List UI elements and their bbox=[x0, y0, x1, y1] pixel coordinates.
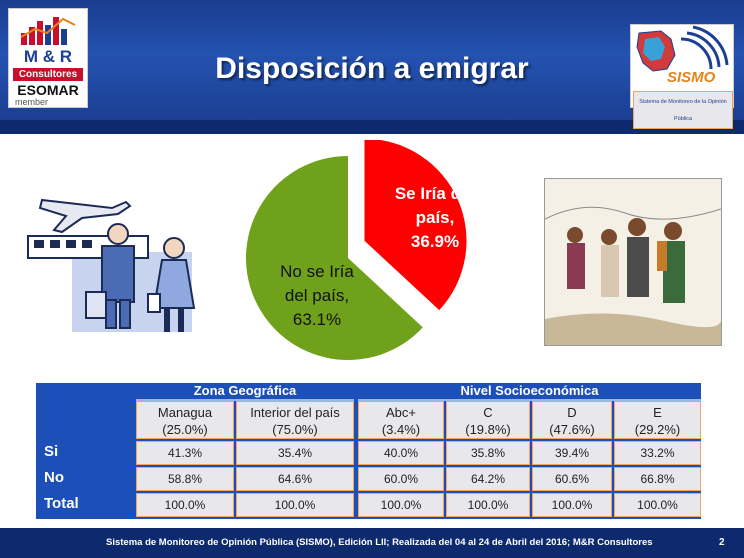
table-cell: 100.0% bbox=[614, 493, 701, 517]
man-with-luggage-icon bbox=[85, 223, 135, 329]
pie-label-si-line1: Se Iría del bbox=[394, 184, 476, 203]
table-cell: 35.4% bbox=[236, 441, 354, 465]
sub-header-d: D (47.6%) bbox=[532, 401, 612, 439]
sub-header-text: Interior del país bbox=[250, 405, 340, 420]
table-cell: 60.0% bbox=[358, 467, 444, 491]
pie-label-se-iria: Se Iría del país, 36.9% bbox=[380, 182, 490, 254]
footer-source-text: Sistema de Monitoreo de Opinión Pública … bbox=[106, 537, 653, 548]
table-cell: 39.4% bbox=[532, 441, 612, 465]
bar-chart-icon bbox=[20, 17, 76, 45]
table-cell: 64.2% bbox=[446, 467, 530, 491]
footer-bar bbox=[0, 528, 744, 558]
row-label-si: Si bbox=[36, 439, 134, 465]
sub-header-pct: (47.6%) bbox=[549, 422, 595, 437]
sub-header-abc: Abc+ (3.4%) bbox=[358, 401, 444, 439]
mr-consultores-logo: M & R Consultores ESOMAR member bbox=[8, 8, 88, 108]
group-header-nivel: Nivel Socioeconómica bbox=[358, 383, 701, 401]
migrants-walking-illustration bbox=[544, 178, 722, 346]
sismo-logo: SISMO Sistema de Monitoreo de la Opinión… bbox=[630, 24, 734, 129]
sismo-logo-subtitle: Sistema de Monitoreo de la Opinión Públi… bbox=[633, 91, 733, 129]
row-label-total: Total bbox=[36, 491, 134, 517]
pie-label-no-line1: No se Iría bbox=[280, 262, 354, 281]
pie-label-si-line2: país, bbox=[415, 208, 455, 227]
table-cell: 64.6% bbox=[236, 467, 354, 491]
sub-header-pct: (25.0%) bbox=[162, 422, 208, 437]
sub-header-pct: (75.0%) bbox=[272, 422, 318, 437]
pie-label-si-line3: 36.9% bbox=[410, 232, 460, 251]
logo-member-text: member bbox=[15, 97, 49, 107]
table-cell: 100.0% bbox=[236, 493, 354, 517]
table-cell: 66.8% bbox=[614, 467, 701, 491]
sub-header-text: Managua bbox=[157, 405, 213, 420]
group-header-zona: Zona Geográfica bbox=[136, 383, 354, 401]
woman-icon bbox=[147, 237, 196, 332]
pie-label-no-line3: 63.1% bbox=[292, 310, 342, 329]
sub-header-text: C bbox=[483, 405, 493, 420]
travelers-illustration bbox=[27, 198, 196, 332]
header-banner bbox=[0, 0, 744, 120]
sub-header-pct: (19.8%) bbox=[465, 422, 511, 437]
row-label-no: No bbox=[36, 465, 134, 491]
results-table: Zona Geográfica Nivel Socioeconómica Man… bbox=[36, 383, 701, 519]
pie-slice-no-se-iria bbox=[246, 156, 423, 360]
table-cell: 100.0% bbox=[358, 493, 444, 517]
sub-header-interior: Interior del país (75.0%) bbox=[236, 401, 354, 439]
table-cell: 35.8% bbox=[446, 441, 530, 465]
table-cell: 58.8% bbox=[136, 467, 234, 491]
pie-slice-se-iria bbox=[364, 140, 467, 311]
sismo-logo-text: SISMO bbox=[667, 69, 716, 86]
logo-mr-text: M & R bbox=[23, 47, 73, 66]
pie-label-no-line2: del país, bbox=[284, 286, 350, 305]
table-cell: 41.3% bbox=[136, 441, 234, 465]
logo-consultores-text: Consultores bbox=[13, 68, 83, 81]
page-number: 2 bbox=[719, 537, 725, 548]
nicaragua-map-icon bbox=[636, 25, 729, 72]
table-cell: 60.6% bbox=[532, 467, 612, 491]
table-cell: 100.0% bbox=[136, 493, 234, 517]
header-stripe bbox=[0, 120, 744, 134]
table-cell: 100.0% bbox=[532, 493, 612, 517]
sub-header-text: Abc+ bbox=[386, 405, 416, 420]
airplane-icon bbox=[38, 198, 132, 234]
sub-header-pct: (29.2%) bbox=[634, 422, 681, 437]
sub-header-c: C (19.8%) bbox=[446, 401, 530, 439]
pie-label-no-se-iria: No se Iría del país, 63.1% bbox=[262, 260, 372, 332]
table-cell: 100.0% bbox=[446, 493, 530, 517]
people-walking-icon bbox=[567, 218, 685, 303]
sub-header-managua: Managua (25.0%) bbox=[136, 401, 234, 439]
sub-header-e: E (29.2%) bbox=[614, 401, 701, 439]
sub-header-pct: (3.4%) bbox=[381, 422, 421, 437]
sub-header-text: E bbox=[653, 405, 662, 420]
slide-title: Disposición a emigrar bbox=[215, 52, 529, 85]
pie-chart bbox=[246, 140, 467, 360]
sub-header-text: D bbox=[567, 405, 577, 420]
table-cell: 40.0% bbox=[358, 441, 444, 465]
table-cell: 33.2% bbox=[614, 441, 701, 465]
logo-esomar-text: ESOMAR bbox=[17, 82, 79, 98]
